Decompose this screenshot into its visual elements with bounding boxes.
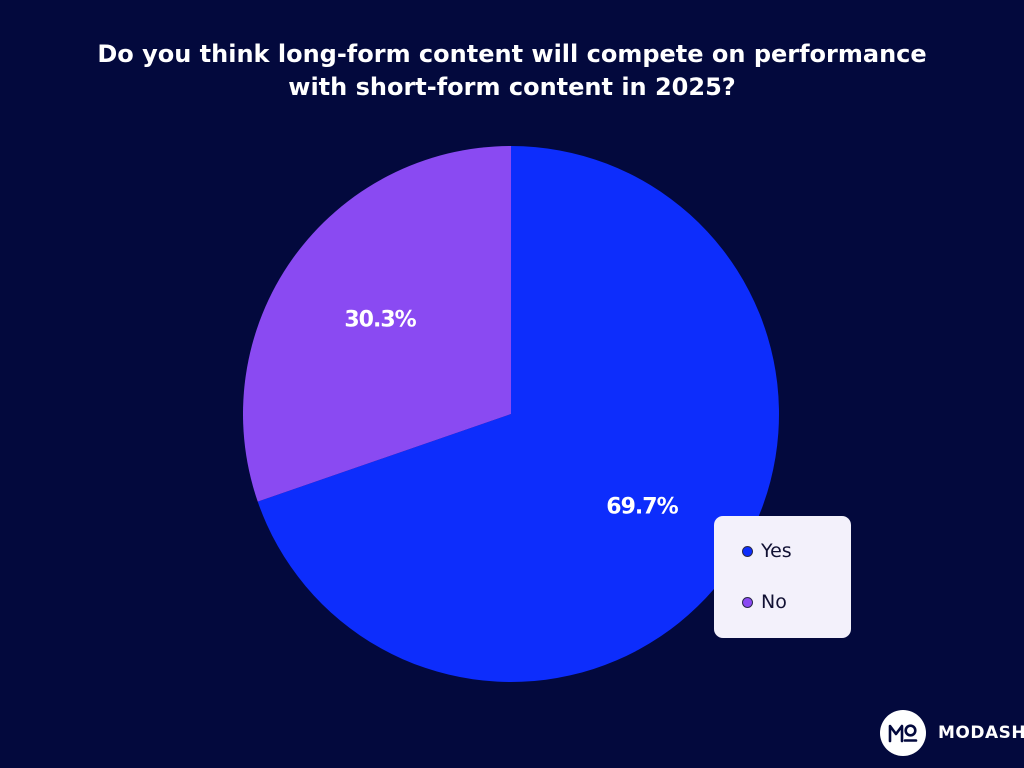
modash-logo-mark [888, 724, 918, 743]
slice-label-yes: 69.7% [606, 494, 678, 519]
chart-title: Do you think long-form content will comp… [40, 38, 984, 104]
brand-name: MODASH [938, 723, 1024, 743]
legend-label-yes: Yes [761, 540, 792, 562]
brand: MODASH [880, 710, 1024, 756]
chart-title-line-2: with short-form content in 2025? [288, 73, 736, 101]
legend-swatch-no [742, 596, 753, 608]
slice-label-no: 30.3% [344, 308, 416, 333]
legend-item-yes: Yes [742, 540, 851, 562]
chart-title-line-1: Do you think long-form content will comp… [97, 40, 927, 68]
legend-item-no: No [742, 591, 851, 613]
pie-slice-no [242, 145, 511, 502]
modash-logo-icon [880, 710, 926, 756]
pie-slice-yes [257, 146, 779, 682]
legend-label-no: No [761, 591, 787, 613]
chart-legend: Yes No [714, 516, 851, 638]
legend-swatch-yes [742, 545, 753, 557]
